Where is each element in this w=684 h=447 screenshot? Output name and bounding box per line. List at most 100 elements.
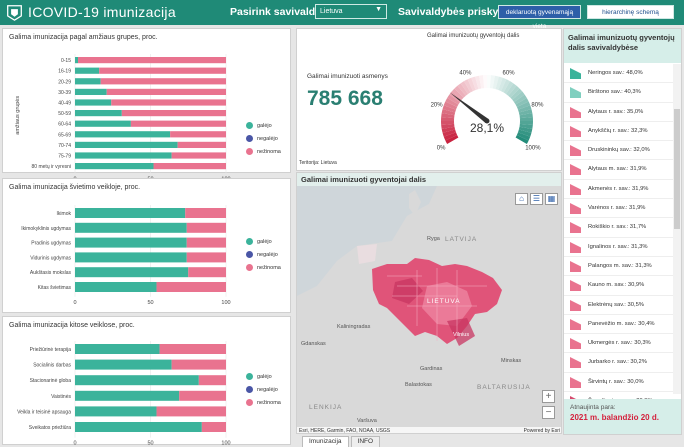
municipality-list-item[interactable]: Jurbarko r. sav.: 30,2% xyxy=(564,353,675,373)
kpi-value: 785 668 xyxy=(307,87,383,110)
tab-immunization[interactable]: Imunizacija xyxy=(302,436,349,447)
municipality-list-item[interactable]: Panevėžio m. sav.: 30,4% xyxy=(564,315,675,335)
municipality-item-label: Varėnos r. sav.: 31,9% xyxy=(588,205,646,212)
home-icon[interactable]: ⌂ xyxy=(515,193,528,205)
map-city-gdansk: Gdanskas xyxy=(301,341,326,347)
municipality-list-item[interactable]: Alytaus m. sav.: 31,9% xyxy=(564,160,675,180)
bar-segment-nežinoma xyxy=(171,359,226,370)
gauge-tick-group: 0% 20% 40% 60% 80% 100% xyxy=(431,71,544,152)
map-attribution-text: Esri, HERE, Garmin, FAO, NOAA, USGS xyxy=(299,428,391,434)
municipality-item-label: Ukmergės r. sav.: 30,3% xyxy=(588,340,651,347)
gauge-tick-label: 0% xyxy=(437,146,446,152)
gauge-arc-segment xyxy=(518,129,532,137)
map-title: Galimai imunizuoti gyventojai dalis xyxy=(297,173,561,186)
territory-label: Teritorija: Lietuva xyxy=(299,160,337,166)
gauge-arc-segment xyxy=(471,76,479,90)
list-scrollbar[interactable] xyxy=(673,64,681,394)
gauge-value: 28,1% xyxy=(470,121,504,135)
gauge-arc-segment xyxy=(454,85,466,98)
municipality-list-item[interactable]: Druskininkų sav.: 32,0% xyxy=(564,141,675,161)
municipality-list-item[interactable]: Rokiškio r. sav.: 31,7% xyxy=(564,218,675,238)
legend-label-could: galėjo xyxy=(257,373,272,380)
category-label: 60-64 xyxy=(58,122,71,128)
category-label: Ikimokyklinis ugdymas xyxy=(21,226,71,232)
declared-residence-button[interactable]: deklaruotą gyvenamąją vietą xyxy=(498,5,581,30)
tab-info[interactable]: INFO xyxy=(350,436,381,447)
map-canvas[interactable]: ⌂ ☰ ▦ LATVIJA LIETUVA BALTARUSIJA LENKIJ… xyxy=(297,186,561,434)
list-scrollbar-thumb[interactable] xyxy=(674,109,680,229)
municipality-item-label: Alytaus m. sav.: 31,9% xyxy=(588,166,647,173)
x-tick-label: 100 xyxy=(221,300,230,306)
gauge-arc-segment xyxy=(505,83,517,96)
legend-marker-could xyxy=(246,373,253,380)
sea-area xyxy=(297,186,437,296)
list-icon[interactable]: ☰ xyxy=(530,193,543,205)
flag-icon xyxy=(570,260,581,272)
category-label: 80 metų ir vyresni xyxy=(32,164,71,170)
map-powered-by[interactable]: Powered by Esri xyxy=(523,428,560,434)
municipality-list-item[interactable]: Varėnos r. sav.: 31,9% xyxy=(564,199,675,219)
municipality-select[interactable]: Lietuva ▼ xyxy=(315,4,387,19)
municipality-list-item[interactable]: Birštono sav.: 40,3% xyxy=(564,83,675,103)
municipality-item-label: Akmenės r. sav.: 31,9% xyxy=(588,185,649,192)
municipality-item-label: Ignalinos r. sav.: 31,3% xyxy=(588,243,648,250)
municipality-item-label: Palangos m. sav.: 31,3% xyxy=(588,262,652,269)
bar-segment-nežinoma xyxy=(130,120,226,127)
bar-segment-galėjo xyxy=(75,88,107,95)
municipality-list-item[interactable]: Elektrėnų sav.: 30,5% xyxy=(564,296,675,315)
municipality-list-item[interactable]: Kauno m. sav.: 30,9% xyxy=(564,276,675,296)
category-label: 20-29 xyxy=(58,79,71,85)
age-group-chart: 0-15 16-19 20-29 30-39 40-49 50-59 60-64 65-69 7… xyxy=(15,54,231,183)
gauge-arc-segment xyxy=(498,77,507,92)
gauge-arc-segment xyxy=(467,77,476,92)
gauge-arc-segment xyxy=(475,75,482,90)
bar-segment-galėjo xyxy=(75,163,154,170)
municipality-item-label: Rokiškio r. sav.: 31,7% xyxy=(588,224,647,231)
gauge-arc-segment xyxy=(445,98,459,108)
education-chart: Ikimok Ikimokyklinis ugdymas Pradinis ugdy… xyxy=(21,205,231,306)
bar-segment-galėjo xyxy=(75,110,122,117)
zoom-in-button[interactable]: + xyxy=(542,390,555,403)
qr-icon[interactable]: ▦ xyxy=(545,193,558,205)
legend-marker-unknown xyxy=(246,264,253,271)
gauge-tick-label: 40% xyxy=(459,71,472,77)
legend-label-unknown: nežinoma xyxy=(257,399,281,406)
municipality-list-item[interactable]: Akmenės r. sav.: 31,9% xyxy=(564,180,675,200)
gauge-arc-segment xyxy=(487,75,492,89)
municipality-list-item[interactable]: Anykščių r. sav.: 32,3% xyxy=(564,122,675,142)
category-label: 40-49 xyxy=(58,101,71,107)
legend-marker-could-not xyxy=(246,386,253,393)
gauge-arc-segment xyxy=(442,105,456,113)
bar-segment-galėjo xyxy=(75,78,101,85)
hierarchy-scheme-button[interactable]: hierarchinę schemą xyxy=(587,5,674,19)
gauge-arc-segment xyxy=(516,132,531,141)
bar-segment-nežinoma xyxy=(156,406,226,417)
municipality-list-item[interactable]: Neringos sav.: 48,0% xyxy=(564,64,675,84)
bottom-tabs: Imunizacija INFO xyxy=(302,436,382,447)
municipality-list-item[interactable]: Širvintų r. sav.: 30,0% xyxy=(564,373,675,393)
legend-item-could-not: negalėjo xyxy=(246,132,281,145)
gauge-arc-segment xyxy=(518,109,533,116)
gauge-arc-segment xyxy=(443,132,458,141)
bar-segment-nežinoma xyxy=(198,375,226,386)
category-label: Priežiūrinė terapija xyxy=(30,347,72,353)
municipality-list-item[interactable]: Ukmergės r. sav.: 30,3% xyxy=(564,334,675,354)
other-activities-chart-title: Galima imunizacija kitose veiklose, proc… xyxy=(9,322,135,329)
zoom-out-button[interactable]: − xyxy=(542,406,555,419)
bar-segment-galėjo xyxy=(75,57,79,64)
gauge-arc-segment xyxy=(519,113,533,119)
gauge-arc-segment xyxy=(451,88,464,100)
bar-segment-galėjo xyxy=(75,237,187,248)
municipality-list-item[interactable]: Alytaus r. sav.: 35,0% xyxy=(564,103,675,122)
bar-segment-galėjo xyxy=(75,267,189,278)
gauge-tick-label: 20% xyxy=(431,103,444,109)
municipality-list-item[interactable]: Palangos m. sav.: 31,3% xyxy=(564,257,675,277)
municipality-list-item[interactable]: Ignalinos r. sav.: 31,3% xyxy=(564,238,675,257)
legend-item-unknown: nežinoma xyxy=(246,396,281,409)
municipality-item-label: Alytaus r. sav.: 35,0% xyxy=(588,108,644,115)
category-label: 75-79 xyxy=(58,154,71,160)
bar-segment-galėjo xyxy=(75,208,186,218)
flag-icon xyxy=(570,299,581,311)
legend-marker-unknown xyxy=(246,399,253,406)
gauge-tick-label: 60% xyxy=(503,71,516,77)
